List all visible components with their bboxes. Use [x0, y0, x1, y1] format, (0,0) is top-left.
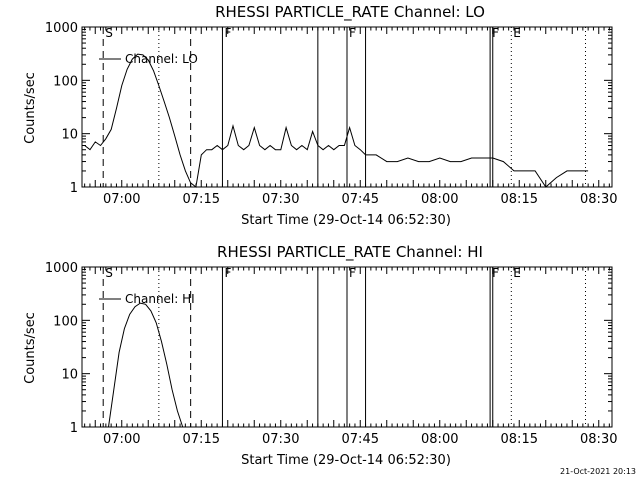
- legend-label: Channel: LO: [125, 52, 198, 66]
- x-tick-label: 07:00: [103, 432, 140, 447]
- y-tick-label: 100: [53, 74, 78, 89]
- x-tick-label: 08:30: [580, 432, 617, 447]
- x-tick-label: 07:30: [262, 432, 299, 447]
- y-tick-label: 10: [61, 368, 78, 383]
- footer-timestamp: 21-Oct-2021 20:13: [560, 467, 636, 476]
- chart-panel-lo: RHESSI PARTICLE_RATE Channel: LO Counts/…: [23, 3, 617, 228]
- y-tick-label: 100: [53, 314, 78, 329]
- marker-label: F: [224, 266, 231, 280]
- series-line: [84, 53, 589, 188]
- marker-label: E: [513, 266, 521, 280]
- x-tick-label: 08:00: [421, 192, 458, 207]
- x-axis-label-hi: Start Time (29-Oct-14 06:52:30): [241, 453, 451, 468]
- x-tick-label: 07:45: [342, 192, 379, 207]
- y-tick-label: 1000: [45, 261, 78, 276]
- marker-label: F: [349, 266, 356, 280]
- y-tick-label: 1: [70, 181, 78, 196]
- x-tick-label: 08:15: [501, 192, 538, 207]
- marker-label: F: [492, 26, 499, 40]
- chart-title-hi: RHESSI PARTICLE_RATE Channel: HI: [217, 243, 483, 262]
- series-line: [108, 302, 184, 428]
- y-tick-label: 10: [61, 128, 78, 143]
- plot-area-lo: 07:00 07:15 07:30 07:45 08:00 08:15 08:30 1 10 10…: [45, 21, 618, 207]
- chart-title-lo: RHESSI PARTICLE_RATE Channel: LO: [215, 3, 485, 22]
- x-tick-label: 08:00: [421, 432, 458, 447]
- x-tick-label: 08:30: [580, 192, 617, 207]
- x-tick-label: 08:15: [501, 432, 538, 447]
- x-tick-label: 07:00: [103, 192, 140, 207]
- x-tick-label: 07:15: [183, 192, 220, 207]
- legend-label: Channel: HI: [125, 292, 195, 306]
- marker-label: S: [105, 266, 113, 280]
- marker-label: S: [105, 26, 113, 40]
- x-tick-label: 07:15: [183, 432, 220, 447]
- plot-area-hi: 07:00 07:15 07:30 07:45 08:00 08:15 08:30 1 10 10…: [45, 261, 618, 447]
- marker-label: F: [349, 26, 356, 40]
- x-axis-label-lo: Start Time (29-Oct-14 06:52:30): [241, 213, 451, 228]
- marker-label: F: [492, 266, 499, 280]
- y-tick-label: 1000: [45, 21, 78, 36]
- y-tick-label: 1: [70, 421, 78, 436]
- marker-label: F: [224, 26, 231, 40]
- chart-panel-hi: RHESSI PARTICLE_RATE Channel: HI Counts/…: [23, 243, 617, 468]
- y-axis-label-hi: Counts/sec: [23, 312, 38, 384]
- y-axis-label-lo: Counts/sec: [23, 72, 38, 144]
- x-tick-label: 07:30: [262, 192, 299, 207]
- x-tick-label: 07:45: [342, 432, 379, 447]
- marker-label: E: [513, 26, 521, 40]
